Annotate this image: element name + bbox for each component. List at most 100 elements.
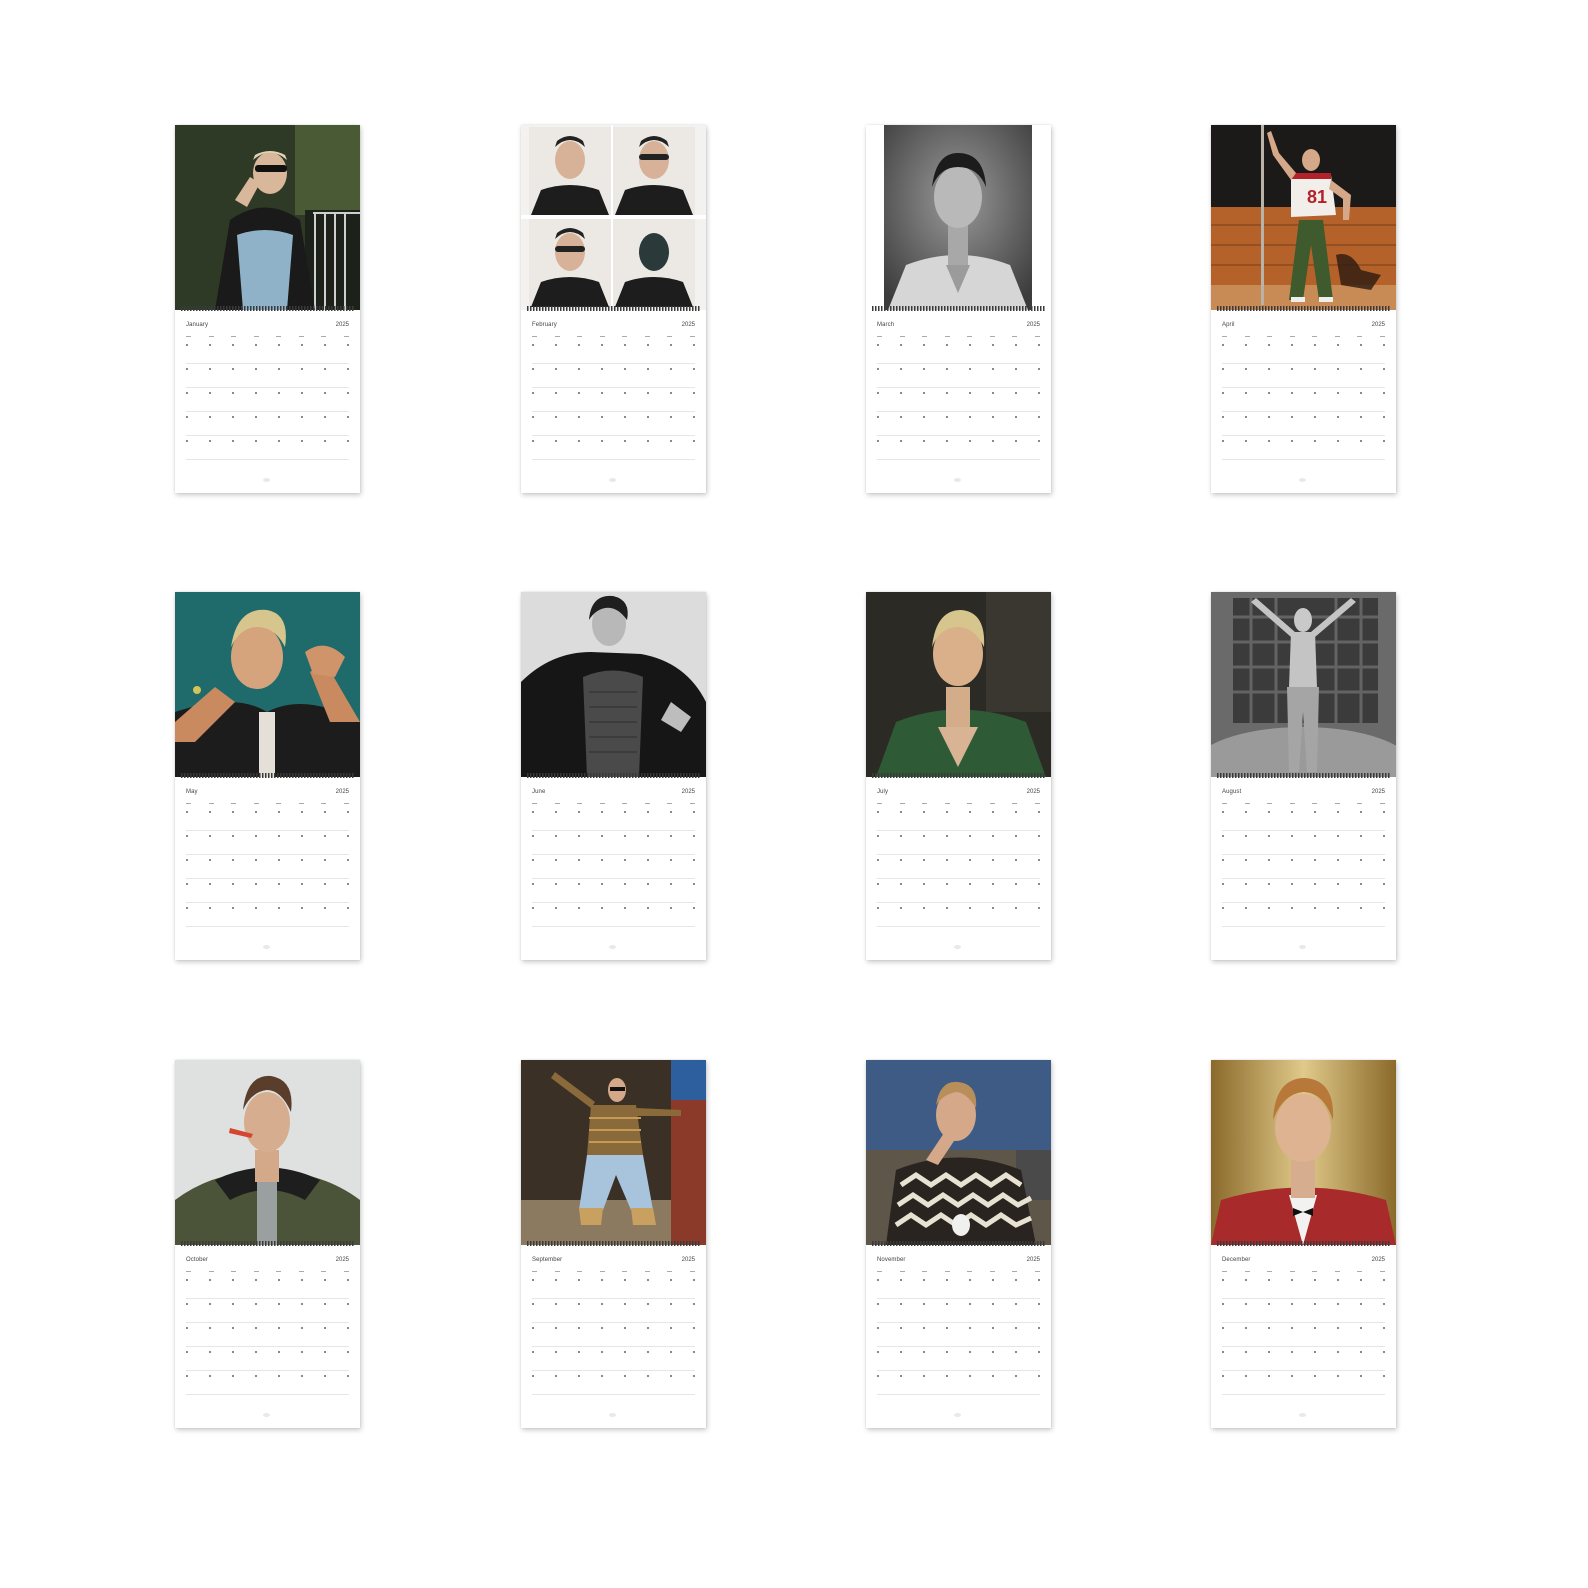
calendar-photo-january — [175, 125, 360, 310]
week-row — [877, 879, 1040, 903]
weekday-header — [877, 1269, 1040, 1275]
calendar-photo-december — [1211, 1060, 1396, 1245]
week-row — [1222, 807, 1385, 831]
weekday-tick — [1334, 803, 1340, 804]
weekday-tick — [1244, 336, 1250, 337]
weekday-tick — [276, 803, 282, 804]
weekday-tick — [967, 1271, 973, 1272]
footer-logo-icon — [1299, 945, 1306, 949]
week-row — [186, 1323, 349, 1347]
month-grid — [877, 801, 1040, 927]
week-row — [877, 412, 1040, 436]
weekday-tick — [321, 803, 327, 804]
week-row — [532, 903, 695, 927]
weekday-tick — [922, 803, 928, 804]
weekday-tick — [899, 336, 905, 337]
weekday-tick — [599, 803, 605, 804]
weekday-tick — [298, 1271, 304, 1272]
month-grid — [186, 801, 349, 927]
month-label: May — [186, 789, 198, 795]
year-label: 2025 — [1026, 789, 1040, 795]
weekday-tick — [599, 336, 605, 337]
footer-logo-icon — [1299, 478, 1306, 482]
week-row — [186, 412, 349, 436]
weekday-tick — [231, 803, 237, 804]
calendar-january: January 2025 — [175, 125, 360, 493]
weekday-tick — [989, 803, 995, 804]
month-grid — [186, 334, 349, 460]
week-row — [186, 1299, 349, 1323]
week-row — [532, 879, 695, 903]
weekday-header — [877, 334, 1040, 340]
weekday-tick — [899, 1271, 905, 1272]
weekday-tick — [298, 336, 304, 337]
year-label: 2025 — [335, 789, 349, 795]
calendar-sheet: July 2025 — [866, 778, 1051, 960]
month-label: November — [877, 1257, 906, 1263]
footer-logo-icon — [263, 945, 270, 949]
week-row — [532, 807, 695, 831]
weekday-tick — [1267, 1271, 1273, 1272]
weekday-tick — [1357, 803, 1363, 804]
weekday-tick — [1379, 803, 1385, 804]
weekday-tick — [554, 803, 560, 804]
year-label: 2025 — [681, 1257, 695, 1263]
weekday-header — [1222, 1269, 1385, 1275]
weekday-tick — [1012, 1271, 1018, 1272]
weekday-tick — [343, 336, 349, 337]
year-label: 2025 — [1371, 789, 1385, 795]
weekday-tick — [1244, 803, 1250, 804]
weekday-tick — [186, 1271, 191, 1272]
weekday-tick — [343, 803, 349, 804]
calendar-december: December 2025 — [1211, 1060, 1396, 1428]
month-grid — [532, 1269, 695, 1395]
footer-logo-icon — [609, 478, 616, 482]
calendar-photo-april: 81 — [1211, 125, 1396, 310]
weekday-tick — [253, 336, 259, 337]
weekday-tick — [186, 336, 191, 337]
weekday-tick — [208, 803, 214, 804]
weekday-tick — [1379, 336, 1385, 337]
weekday-tick — [877, 803, 882, 804]
month-label: January — [186, 322, 209, 328]
weekday-tick — [1289, 1271, 1295, 1272]
week-row — [1222, 412, 1385, 436]
week-row — [1222, 831, 1385, 855]
month-label: April — [1222, 322, 1235, 328]
week-row — [532, 855, 695, 879]
weekday-tick — [1289, 336, 1295, 337]
weekday-tick — [1289, 803, 1295, 804]
footer-logo-icon — [954, 1413, 961, 1417]
week-row — [532, 1275, 695, 1299]
calendar-sheet: May 2025 — [175, 778, 360, 960]
weekday-tick — [253, 1271, 259, 1272]
weekday-tick — [1312, 803, 1318, 804]
month-label: February — [532, 322, 557, 328]
weekday-tick — [877, 1271, 882, 1272]
week-row — [1222, 340, 1385, 364]
week-row — [532, 412, 695, 436]
footer-logo-icon — [1299, 1413, 1306, 1417]
calendar-sheet: February 2025 — [521, 311, 706, 493]
calendar-photo-august — [1211, 592, 1396, 777]
weekday-tick — [877, 336, 882, 337]
footer-logo-icon — [263, 478, 270, 482]
calendar-sheet: April 2025 — [1211, 311, 1396, 493]
weekday-header — [877, 801, 1040, 807]
week-row — [1222, 1299, 1385, 1323]
week-row — [1222, 436, 1385, 460]
month-label: March — [877, 322, 895, 328]
week-row — [877, 855, 1040, 879]
month-grid — [1222, 1269, 1385, 1395]
week-row — [1222, 1275, 1385, 1299]
weekday-header — [186, 801, 349, 807]
week-row — [877, 340, 1040, 364]
month-grid — [532, 801, 695, 927]
calendar-sheet: September 2025 — [521, 1246, 706, 1428]
month-grid — [877, 334, 1040, 460]
week-row — [877, 1371, 1040, 1395]
week-row — [186, 388, 349, 412]
weekday-tick — [532, 803, 537, 804]
year-label: 2025 — [1371, 1257, 1385, 1263]
